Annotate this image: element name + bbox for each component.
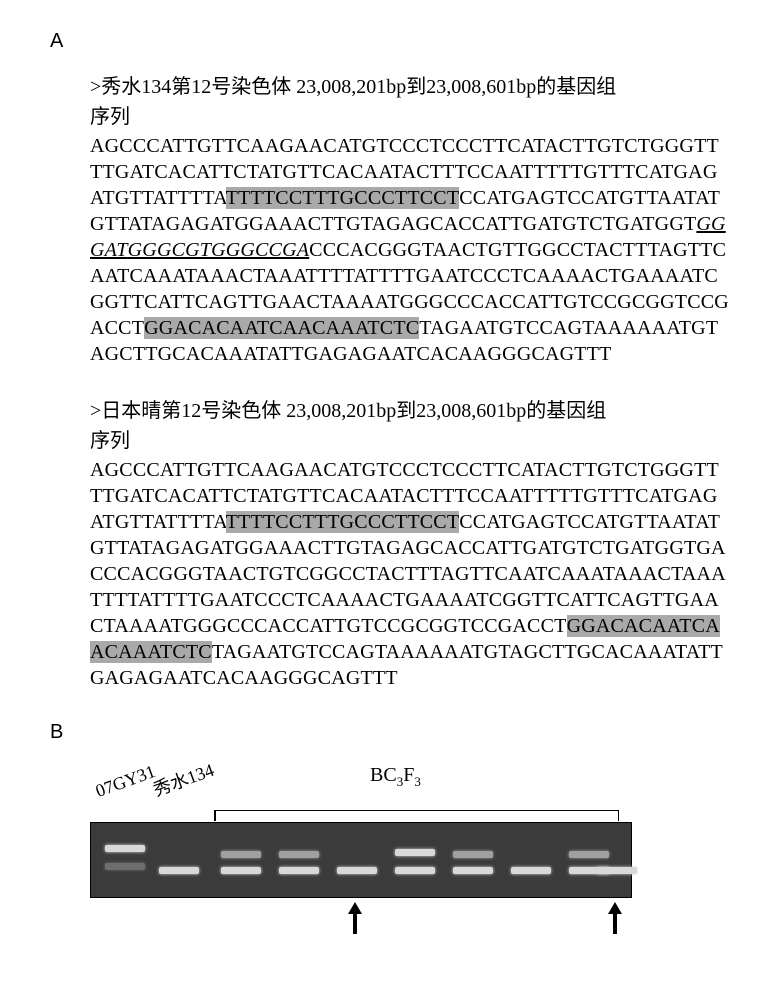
panel-a-label: A (50, 30, 732, 53)
gel-band (105, 845, 145, 852)
gel-band (453, 851, 493, 858)
gel-area: 07GY31 秀水134 BC3F3 (90, 764, 630, 942)
gel-lane (389, 823, 441, 897)
seq2-highlight1: TTTTCCTTTGCCCTTCCT (226, 511, 460, 533)
gel-lane (331, 823, 383, 897)
seq2-header-line2: 序列 (90, 427, 732, 455)
gel-labels-row: 07GY31 秀水134 BC3F3 (90, 764, 630, 804)
gel-lane (591, 823, 643, 897)
seq1-header-line2: 序列 (90, 103, 732, 131)
gel-band (511, 867, 551, 874)
gel-band (597, 867, 637, 874)
arrow-up-icon (348, 902, 362, 934)
gel-lane (153, 823, 205, 897)
gel-lane (447, 823, 499, 897)
lane-label-1: 07GY31 (93, 761, 158, 802)
gel-band (279, 851, 319, 858)
bc-mid: F (403, 764, 414, 786)
gel-band (395, 867, 435, 874)
seq1-highlight2a: G (144, 317, 159, 339)
seq1-highlight1: TTTTCCTTTGCCCTTCCT (226, 187, 460, 209)
seq1-italic2: GGGCGTGGGCCGA (128, 239, 310, 261)
gel-lane (505, 823, 557, 897)
seq2-body: AGCCCATTGTTCAAGAACATGTCCCTCCCTTCATACTTGT… (90, 457, 730, 691)
panel-b-label: B (50, 721, 732, 744)
gel-band (221, 851, 261, 858)
gel-band (279, 867, 319, 874)
gel-band (105, 863, 145, 870)
gel-lane (99, 823, 151, 897)
bc-label: BC3F3 (370, 764, 421, 790)
arrows-row (90, 902, 630, 942)
gel-band (159, 867, 199, 874)
bc-bracket (214, 810, 619, 821)
gel-lane (273, 823, 325, 897)
seq1-body: AGCCCATTGTTCAAGAACATGTCCCTCCCTTCATACTTGT… (90, 133, 730, 367)
gel-band (221, 867, 261, 874)
lane-label-2: 秀水134 (149, 756, 217, 802)
bc-prefix: BC (370, 764, 397, 786)
gel-band (337, 867, 377, 874)
seq1-highlight2b: GACACAATCAACAAATCTC (159, 317, 420, 339)
seq1-header-line1: >秀水134第12号染色体 23,008,201bp到23,008,601bp的… (90, 73, 732, 101)
sequence-block-1: >秀水134第12号染色体 23,008,201bp到23,008,601bp的… (90, 73, 732, 367)
bc-sub2: 3 (414, 774, 421, 789)
gel-band (453, 867, 493, 874)
seq2-highlight2b: AATCTC (133, 641, 212, 663)
bracket-row (90, 804, 630, 822)
gel-lane (215, 823, 267, 897)
gel-band (395, 849, 435, 856)
seq2-header-line1: >日本晴第12号染色体 23,008,201bp到23,008,601bp的基因… (90, 397, 732, 425)
gel-image (90, 822, 632, 898)
sequence-block-2: >日本晴第12号染色体 23,008,201bp到23,008,601bp的基因… (90, 397, 732, 691)
arrow-up-icon (608, 902, 622, 934)
